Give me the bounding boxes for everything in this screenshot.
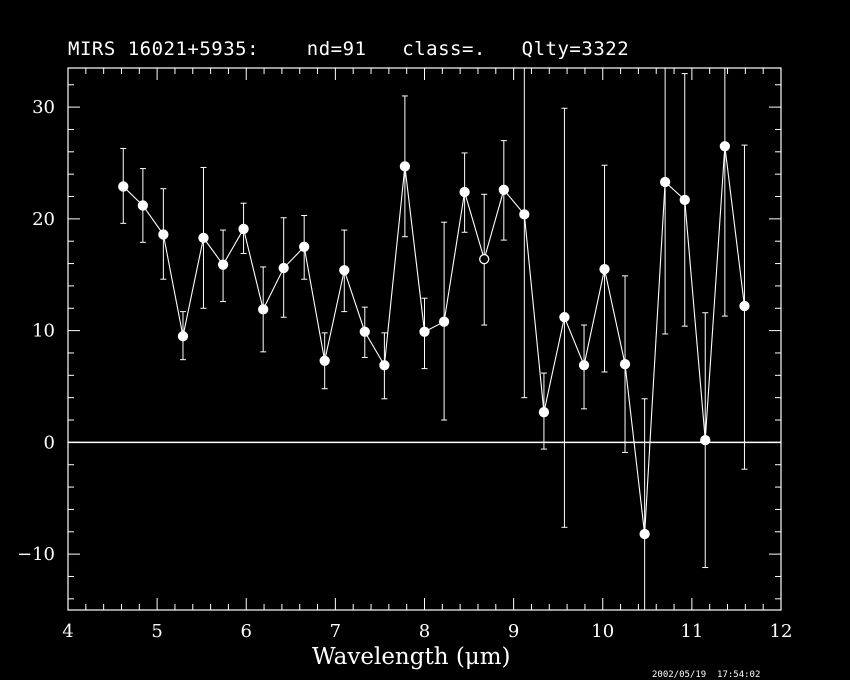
data-point — [158, 229, 169, 240]
x-tick-label: 9 — [508, 621, 519, 642]
x-tick-label: 12 — [770, 621, 793, 642]
data-point — [177, 331, 189, 342]
data-point — [137, 200, 149, 211]
data-point — [719, 141, 731, 152]
data-point — [619, 358, 631, 370]
x-tick-label: 7 — [330, 621, 341, 642]
y-tick-label: 20 — [32, 209, 55, 230]
data-point — [578, 360, 590, 371]
data-point — [739, 300, 750, 312]
x-tick-label: 11 — [680, 621, 703, 642]
series-line — [122, 146, 746, 535]
timestamp-label: 2002/05/19 17:54:02 — [652, 670, 761, 680]
data-point — [639, 528, 650, 540]
chart-title: MIRS 16021+5935: nd=91 class=. Qlty=3322 — [68, 38, 630, 60]
x-tick-label: 4 — [62, 621, 73, 642]
data-point — [419, 326, 430, 337]
data-point — [339, 265, 350, 276]
x-tick-label: 5 — [151, 621, 162, 642]
y-tick-label: 10 — [32, 321, 55, 342]
data-point — [438, 316, 450, 327]
data-point — [679, 194, 690, 206]
data-point — [299, 241, 310, 252]
data-point — [559, 312, 570, 323]
data-point — [319, 355, 330, 366]
data-point — [278, 262, 289, 274]
data-point — [258, 304, 269, 315]
data-point — [479, 253, 490, 265]
data-point — [498, 184, 509, 195]
data-point — [198, 232, 209, 244]
data-point — [359, 326, 370, 337]
data-point — [538, 407, 550, 418]
data-point — [118, 181, 129, 192]
data-point — [399, 161, 411, 172]
y-tick-label: −10 — [17, 544, 55, 565]
data-point — [659, 176, 671, 188]
data-point — [217, 259, 229, 270]
data-point — [519, 209, 530, 220]
x-tick-label: 10 — [591, 621, 614, 642]
y-tick-label: 30 — [32, 97, 55, 118]
data-point — [238, 223, 249, 235]
data-point — [379, 360, 390, 371]
data-point — [599, 264, 610, 275]
x-tick-label: 6 — [241, 621, 252, 642]
y-tick-label: 0 — [44, 432, 55, 453]
data-point — [459, 186, 470, 198]
x-tick-label: 8 — [419, 621, 430, 642]
x-axis-label: Wavelength (μm) — [312, 644, 511, 670]
data-point — [700, 434, 711, 446]
